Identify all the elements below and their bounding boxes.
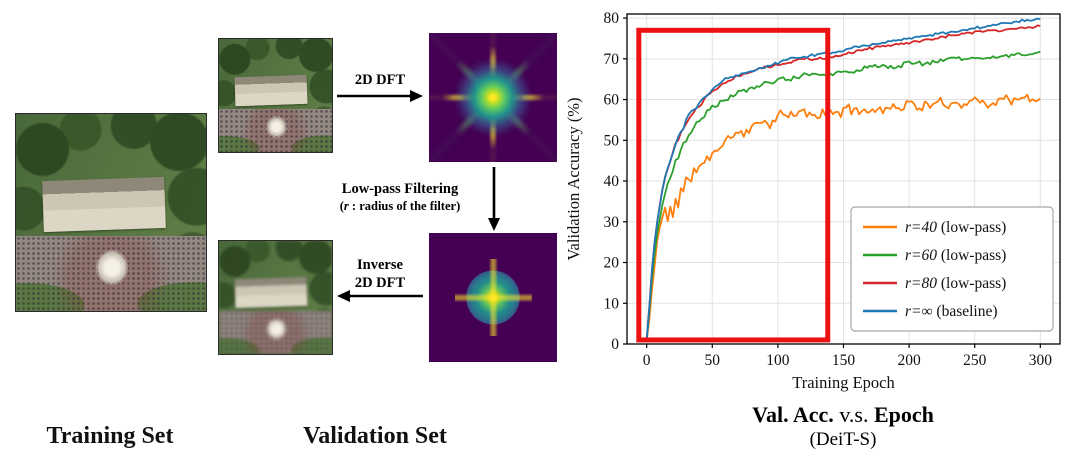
validation-input-photo: [218, 38, 333, 153]
palace-shape: [234, 277, 308, 309]
series-line-3: [645, 24, 1041, 340]
series-line-2: [645, 50, 1041, 340]
inverse-arrow-icon: [337, 290, 423, 302]
lowpass-label-line2: (r : radius of the filter): [339, 198, 461, 213]
legend-entry-4: r=∞ (baseline): [905, 303, 998, 320]
svg-text:10: 10: [604, 295, 620, 312]
photo-content: [16, 114, 206, 311]
lowpass-filtering-label: Low-pass Filtering (r : radius of the fi…: [322, 181, 478, 214]
svg-text:0: 0: [611, 336, 619, 353]
palace-shape: [41, 176, 166, 233]
highlight-rectangle: [636, 27, 831, 343]
svg-text:60: 60: [604, 92, 620, 109]
inverse-dft-label: Inverse 2D DFT: [337, 257, 423, 292]
y-axis-label: Validation Accuracy (%): [564, 97, 583, 260]
photo-content: [219, 39, 332, 152]
lowpass-label-line1: Low-pass Filtering: [341, 181, 459, 197]
photo-content: [219, 241, 332, 354]
svg-text:70: 70: [604, 51, 620, 68]
svg-text:50: 50: [604, 132, 620, 149]
svg-text:250: 250: [963, 352, 987, 369]
legend-entry-2: r=60 (low-pass): [905, 247, 1006, 264]
svg-text:30: 30: [604, 214, 620, 231]
accuracy-chart: 0 50 100 150 200 250 300 0 10 20 30 40 50 60 70 80 Train…: [564, 10, 1061, 392]
validation-set-label: Validation Set: [303, 423, 447, 449]
validation-output-photo: [218, 240, 333, 355]
svg-text:80: 80: [604, 10, 620, 27]
chart-caption: Val. Acc. v.s. Epoch (DeiT-S): [613, 402, 1073, 451]
dft-spectrum-image: [429, 33, 557, 162]
memorial-shape: [97, 251, 127, 284]
svg-text:20: 20: [604, 255, 620, 272]
svg-text:300: 300: [1029, 352, 1053, 369]
dft-label: 2D DFT: [354, 72, 406, 88]
svg-text:150: 150: [832, 352, 856, 369]
lowpass-spectrum-image: [429, 233, 557, 362]
legend-entry-1: r=40 (low-pass): [905, 219, 1006, 236]
svg-text:100: 100: [766, 352, 790, 369]
inverse-label-line2: 2D DFT: [354, 274, 406, 291]
memorial-shape: [267, 320, 285, 339]
caption-subtitle: (DeiT-S): [809, 429, 877, 450]
svg-text:40: 40: [604, 173, 620, 190]
legend: r=40 (low-pass) r=60 (low-pass) r=80 (low-…: [850, 206, 1054, 332]
training-set-photo: [15, 113, 207, 312]
series-line-1: [645, 93, 1041, 341]
svg-text:0: 0: [643, 352, 651, 369]
series-line-4: [645, 17, 1041, 340]
series-lines: [645, 17, 1041, 341]
dft-arrow-icon: [337, 90, 423, 102]
svg-text:50: 50: [705, 352, 721, 369]
training-set-label: Training Set: [46, 423, 174, 449]
legend-entry-3: r=80 (low-pass): [905, 275, 1006, 292]
lowpass-arrow-icon: [488, 167, 500, 231]
memorial-shape: [267, 118, 285, 137]
svg-text:200: 200: [897, 352, 921, 369]
inverse-label-line1: Inverse: [357, 257, 403, 273]
x-axis-label: Training Epoch: [792, 373, 895, 392]
axis-ticks-and-labels: 0 50 100 150 200 250 300 0 10 20 30 40 50 60 70 80 Train…: [564, 10, 1052, 392]
caption-title: Val. Acc. v.s. Epoch: [752, 402, 934, 427]
palace-shape: [234, 75, 308, 107]
